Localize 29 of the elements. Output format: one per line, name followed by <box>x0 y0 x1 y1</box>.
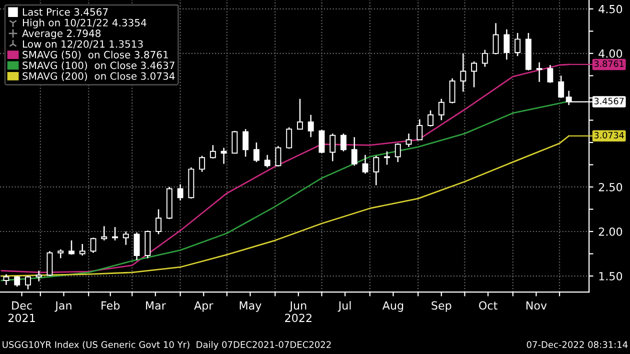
y-tick-label: 1.50 <box>599 272 622 280</box>
legend-label: SMAVG (50) on Close 3.8761 <box>22 50 168 60</box>
annotation: Last Price 3.4567 <box>22 8 108 16</box>
x-tick-label: Feb <box>102 301 120 310</box>
y-tick-label: 2.50 <box>598 182 622 192</box>
annotation: Low on 12/20/21 1.3513 <box>22 40 143 49</box>
annotation: Average 2.7948 <box>22 30 101 40</box>
text: USGG10YR Index (US Generic Govt 10 Yr) Daily 07DEC2021-07DEC2022 <box>2 341 331 350</box>
x-tick-label: Dec 2021 <box>8 301 35 322</box>
x-tick-label: Jul <box>338 301 351 312</box>
x-tick-label: Sep <box>432 301 452 312</box>
y-tick-label: 4.00 <box>598 49 622 58</box>
legend-label: SMAVG (100) on Close 3.4637 <box>22 61 174 70</box>
y-tick-label: 2.00 <box>598 227 622 236</box>
x-tick-label: Oct <box>479 301 498 310</box>
annotation: 3.4567 <box>594 98 624 104</box>
x-tick-label: Nov <box>526 301 547 310</box>
annotation: High on 10/21/22 4.3354 <box>22 18 146 28</box>
text: 07-Dec-2022 08:31:14 <box>526 341 628 348</box>
x-tick-label: Jun 2022 <box>285 301 312 322</box>
x-tick-label: Aug <box>382 301 404 312</box>
y-tick-label: 4.50 <box>598 4 622 14</box>
x-tick-label: Mar <box>146 301 166 310</box>
data-label: 3.8761 <box>594 60 624 67</box>
data-label: 3.0734 <box>594 132 624 138</box>
x-tick-label: May <box>240 301 262 312</box>
x-tick-label: Apr <box>194 301 214 312</box>
x-tick-label: Jan <box>54 301 72 312</box>
legend-label: SMAVG (200) on Close 3.0734 <box>22 72 175 81</box>
